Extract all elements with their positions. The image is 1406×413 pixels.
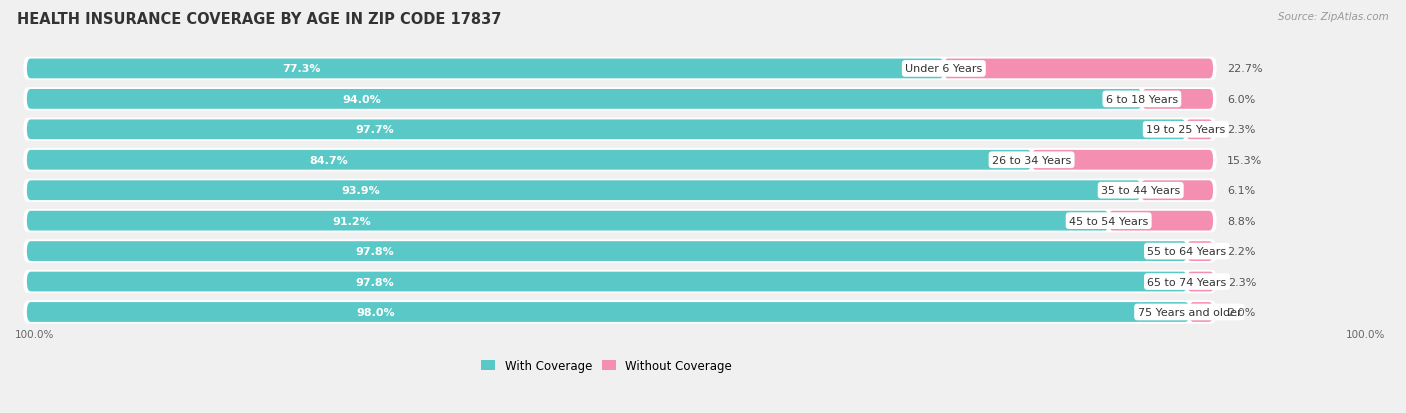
Text: 100.0%: 100.0% <box>15 329 55 339</box>
FancyBboxPatch shape <box>1109 211 1213 231</box>
FancyBboxPatch shape <box>24 240 1216 263</box>
FancyBboxPatch shape <box>24 88 1216 112</box>
Text: 6.1%: 6.1% <box>1227 186 1256 196</box>
FancyBboxPatch shape <box>27 181 1140 201</box>
FancyBboxPatch shape <box>1187 272 1215 292</box>
Text: 2.3%: 2.3% <box>1229 277 1257 287</box>
Text: Source: ZipAtlas.com: Source: ZipAtlas.com <box>1278 12 1389 22</box>
FancyBboxPatch shape <box>27 59 943 79</box>
FancyBboxPatch shape <box>27 211 1109 231</box>
Text: 26 to 34 Years: 26 to 34 Years <box>993 155 1071 165</box>
FancyBboxPatch shape <box>1032 150 1213 170</box>
Text: HEALTH INSURANCE COVERAGE BY AGE IN ZIP CODE 17837: HEALTH INSURANCE COVERAGE BY AGE IN ZIP … <box>17 12 502 27</box>
Text: 97.7%: 97.7% <box>356 125 394 135</box>
Text: Under 6 Years: Under 6 Years <box>905 64 983 74</box>
FancyBboxPatch shape <box>943 59 1213 79</box>
FancyBboxPatch shape <box>24 209 1216 233</box>
Text: 97.8%: 97.8% <box>356 277 394 287</box>
Text: 84.7%: 84.7% <box>309 155 347 165</box>
Text: 97.8%: 97.8% <box>356 247 394 256</box>
FancyBboxPatch shape <box>1189 302 1213 322</box>
FancyBboxPatch shape <box>1187 242 1213 261</box>
FancyBboxPatch shape <box>24 57 1216 81</box>
Text: 91.2%: 91.2% <box>332 216 371 226</box>
FancyBboxPatch shape <box>24 149 1216 172</box>
Text: 93.9%: 93.9% <box>342 186 381 196</box>
Text: 6.0%: 6.0% <box>1227 95 1256 104</box>
FancyBboxPatch shape <box>27 302 1189 322</box>
FancyBboxPatch shape <box>24 118 1216 142</box>
Text: 100.0%: 100.0% <box>1346 329 1385 339</box>
Text: 94.0%: 94.0% <box>342 95 381 104</box>
FancyBboxPatch shape <box>27 242 1187 261</box>
FancyBboxPatch shape <box>27 150 1032 170</box>
FancyBboxPatch shape <box>1185 120 1213 140</box>
Text: 2.0%: 2.0% <box>1227 307 1256 317</box>
FancyBboxPatch shape <box>27 272 1187 292</box>
Text: 77.3%: 77.3% <box>283 64 321 74</box>
FancyBboxPatch shape <box>24 270 1216 294</box>
Text: 2.2%: 2.2% <box>1227 247 1256 256</box>
Text: 45 to 54 Years: 45 to 54 Years <box>1069 216 1149 226</box>
FancyBboxPatch shape <box>27 120 1185 140</box>
Legend: With Coverage, Without Coverage: With Coverage, Without Coverage <box>477 354 737 377</box>
Text: 35 to 44 Years: 35 to 44 Years <box>1101 186 1180 196</box>
Text: 6 to 18 Years: 6 to 18 Years <box>1107 95 1178 104</box>
Text: 75 Years and older: 75 Years and older <box>1137 307 1241 317</box>
Text: 22.7%: 22.7% <box>1227 64 1263 74</box>
FancyBboxPatch shape <box>24 301 1216 324</box>
Text: 65 to 74 Years: 65 to 74 Years <box>1147 277 1226 287</box>
Text: 8.8%: 8.8% <box>1227 216 1256 226</box>
FancyBboxPatch shape <box>27 90 1142 109</box>
Text: 98.0%: 98.0% <box>356 307 395 317</box>
Text: 2.3%: 2.3% <box>1227 125 1256 135</box>
FancyBboxPatch shape <box>1140 181 1213 201</box>
Text: 15.3%: 15.3% <box>1227 155 1263 165</box>
Text: 55 to 64 Years: 55 to 64 Years <box>1147 247 1226 256</box>
Text: 19 to 25 Years: 19 to 25 Years <box>1146 125 1226 135</box>
FancyBboxPatch shape <box>1142 90 1213 109</box>
FancyBboxPatch shape <box>24 179 1216 202</box>
